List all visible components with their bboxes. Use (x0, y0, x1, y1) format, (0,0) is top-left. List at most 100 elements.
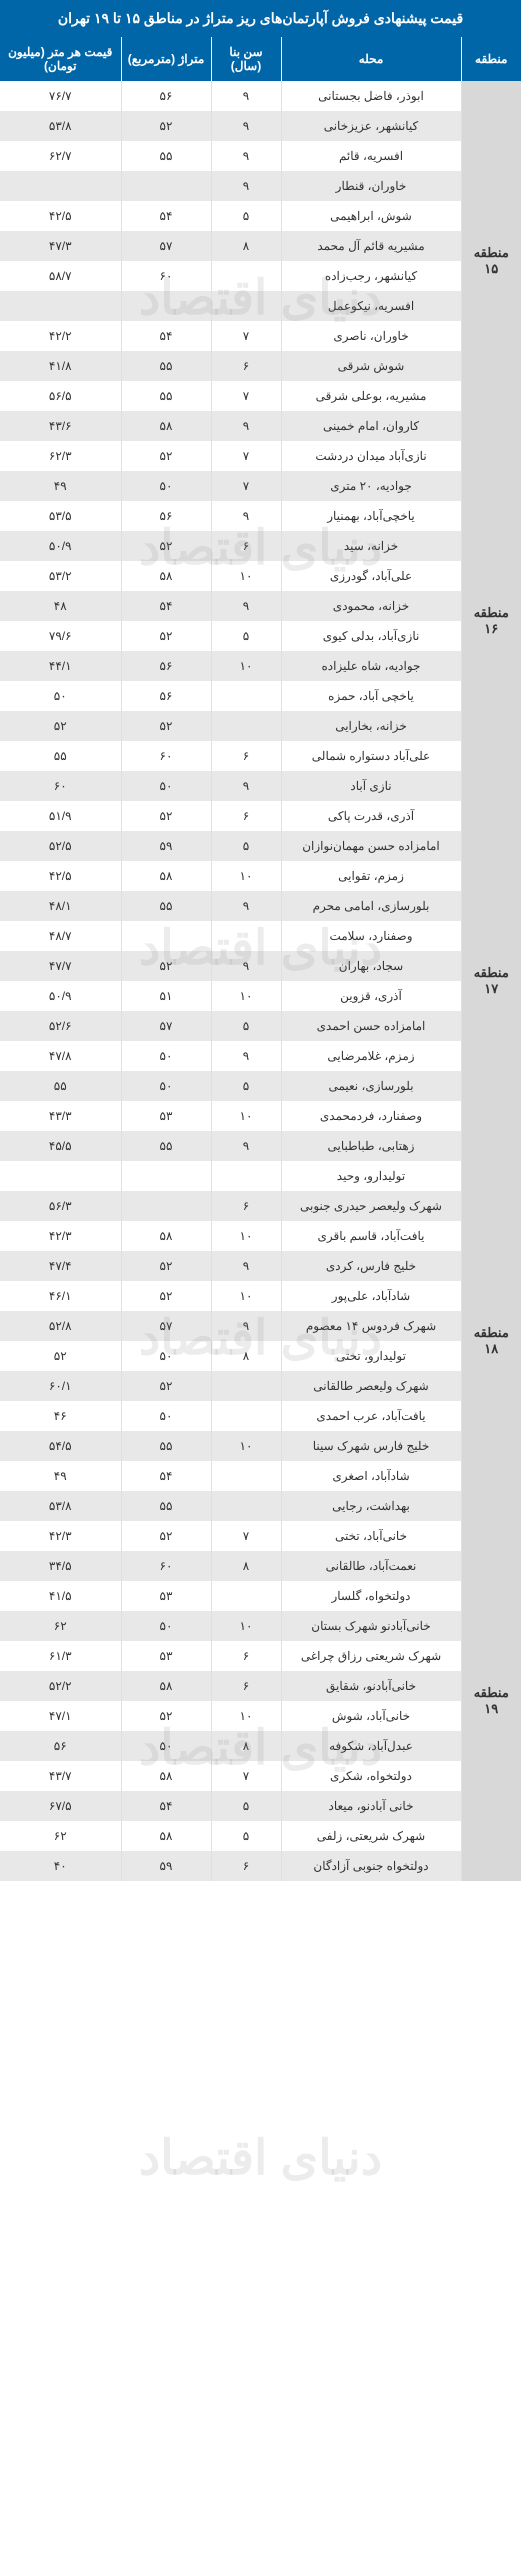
cell-age (211, 291, 281, 321)
cell-area: ۵۹ (121, 831, 211, 861)
cell-area: ۵۴ (121, 591, 211, 621)
cell-price: ۵۲/۶ (0, 1011, 121, 1041)
cell-price: ۶۰ (0, 771, 121, 801)
cell-age: ۷ (211, 381, 281, 411)
cell-area: ۵۲ (121, 111, 211, 141)
cell-neigh: خلیج فارس شهرک سینا (281, 1431, 461, 1461)
cell-age (211, 1461, 281, 1491)
cell-price (0, 291, 121, 321)
table-row: وصفنارد، سلامت۴۸/۷ (0, 921, 521, 951)
cell-neigh: شهرک شریعتی، زلفی (281, 1821, 461, 1851)
cell-neigh: زمزم، غلامرضایی (281, 1041, 461, 1071)
table-row: کاروان، امام خمینی۹۵۸۴۳/۶ (0, 411, 521, 441)
cell-age (211, 921, 281, 951)
col-header-region: منطقه (461, 37, 521, 81)
table-row: خانی‌آبادنو شهرک بستان۱۰۵۰۶۲ (0, 1611, 521, 1641)
cell-age: ۱۰ (211, 1281, 281, 1311)
cell-age: ۸ (211, 231, 281, 261)
cell-age: ۹ (211, 951, 281, 981)
table-row: بلورسازی، امامی محرم۹۵۵۴۸/۱ (0, 891, 521, 921)
cell-area: ۵۶ (121, 651, 211, 681)
cell-neigh: امامزاده حسن مهمان‌نوازان (281, 831, 461, 861)
cell-area: ۵۸ (121, 861, 211, 891)
cell-neigh: آذری، قدرت پاکی (281, 801, 461, 831)
cell-neigh: نازی‌آباد، بدلی کیوی (281, 621, 461, 651)
table-row: بهداشت، رجایی۵۵۵۳/۸ (0, 1491, 521, 1521)
table-row: علی‌آباد دستواره شمالی۶۶۰۵۵ (0, 741, 521, 771)
cell-age: ۱۰ (211, 1101, 281, 1131)
table-row: خانی‌آبادنو، شقایق۶۵۸۵۲/۲ (0, 1671, 521, 1701)
cell-price: ۴۲/۲ (0, 321, 121, 351)
table-row: عبدل‌آباد، شکوفه۸۵۰۵۶ (0, 1731, 521, 1761)
cell-neigh: مشیریه، بوعلی شرقی (281, 381, 461, 411)
cell-area: ۶۰ (121, 261, 211, 291)
cell-neigh: بهداشت، رجایی (281, 1491, 461, 1521)
cell-age: ۱۰ (211, 1611, 281, 1641)
cell-price: ۴۷/۸ (0, 1041, 121, 1071)
table-row: آذری، قزوین۱۰۵۱۵۰/۹ (0, 981, 521, 1011)
cell-age: ۷ (211, 471, 281, 501)
cell-price: ۴۴/۱ (0, 651, 121, 681)
cell-price: ۴۸ (0, 591, 121, 621)
table-row: دولتخواه، شکری۷۵۸۴۳/۷ (0, 1761, 521, 1791)
page-title: قیمت پیشنهادی فروش آپارتمان‌های ریز مترا… (0, 0, 521, 37)
cell-area: ۵۸ (121, 1221, 211, 1251)
cell-neigh: شادآباد، علی‌پور (281, 1281, 461, 1311)
cell-area: ۵۸ (121, 1671, 211, 1701)
cell-area: ۵۲ (121, 1281, 211, 1311)
cell-area: ۵۴ (121, 321, 211, 351)
cell-neigh: شهرک ولیعصر حیدری جنوبی (281, 1191, 461, 1221)
cell-area: ۵۰ (121, 1341, 211, 1371)
cell-age (211, 711, 281, 741)
cell-price: ۶۲/۳ (0, 441, 121, 471)
cell-price (0, 171, 121, 201)
table-row: منطقه ۱۵ابوذر، فاضل بجستانی۹۵۶۷۶/۷ (0, 81, 521, 111)
cell-neigh: وصفنارد، سلامت (281, 921, 461, 951)
table-row: منطقه ۱۹خانی‌آباد، تختی۷۵۲۴۲/۳ (0, 1521, 521, 1551)
table-row: نازی آباد۹۵۰۶۰ (0, 771, 521, 801)
cell-neigh: زهتابی، طباطبایی (281, 1131, 461, 1161)
cell-neigh: جوادیه، ۲۰ متری (281, 471, 461, 501)
cell-neigh: یاخچی‌آباد، بهمنیار (281, 501, 461, 531)
cell-area: ۵۴ (121, 1461, 211, 1491)
cell-price: ۵۶/۳ (0, 1191, 121, 1221)
cell-age: ۸ (211, 1341, 281, 1371)
cell-neigh: علی‌آباد، گودرزی (281, 561, 461, 591)
table-row: منطقه ۱۶نازی‌آباد میدان دردشت۷۵۲۶۲/۳ (0, 441, 521, 471)
cell-area: ۵۲ (121, 531, 211, 561)
cell-area: ۵۸ (121, 1821, 211, 1851)
cell-age: ۹ (211, 891, 281, 921)
cell-neigh: خزانه، بخارایی (281, 711, 461, 741)
cell-price: ۵۲ (0, 1341, 121, 1371)
cell-price: ۶۲ (0, 1821, 121, 1851)
cell-age: ۷ (211, 321, 281, 351)
cell-age: ۶ (211, 1191, 281, 1221)
cell-price: ۶۲ (0, 1611, 121, 1641)
table-row: جوادیه، شاه علیزاده۱۰۵۶۴۴/۱ (0, 651, 521, 681)
cell-price: ۵۰ (0, 681, 121, 711)
cell-age: ۱۰ (211, 1221, 281, 1251)
cell-area: ۵۵ (121, 1431, 211, 1461)
cell-age: ۵ (211, 201, 281, 231)
cell-neigh: کیانشهر، رجب‌زاده (281, 261, 461, 291)
cell-price: ۴۷/۳ (0, 231, 121, 261)
cell-neigh: امامزاده حسن احمدی (281, 1011, 461, 1041)
cell-area: ۵۲ (121, 1521, 211, 1551)
table-row: یافت‌آباد، قاسم باقری۱۰۵۸۴۲/۳ (0, 1221, 521, 1251)
cell-area: ۵۵ (121, 1131, 211, 1161)
cell-area: ۵۲ (121, 1371, 211, 1401)
cell-neigh: نازی آباد (281, 771, 461, 801)
cell-neigh: نعمت‌آباد، طالقانی (281, 1551, 461, 1581)
region-cell: منطقه ۱۶ (461, 441, 521, 801)
cell-neigh: خاوران، قنطار (281, 171, 461, 201)
cell-price: ۴۲/۵ (0, 861, 121, 891)
table-row: خزانه، بخارایی۵۲۵۲ (0, 711, 521, 741)
table-row: خزانه، محمودی۹۵۴۴۸ (0, 591, 521, 621)
cell-price: ۵۴/۵ (0, 1431, 121, 1461)
cell-price: ۵۶ (0, 1731, 121, 1761)
cell-price: ۷۹/۶ (0, 621, 121, 651)
cell-price: ۴۲/۳ (0, 1521, 121, 1551)
cell-neigh: دولتخواه، شکری (281, 1761, 461, 1791)
cell-price: ۵۰/۹ (0, 531, 121, 561)
cell-neigh: ابوذر، فاضل بجستانی (281, 81, 461, 111)
